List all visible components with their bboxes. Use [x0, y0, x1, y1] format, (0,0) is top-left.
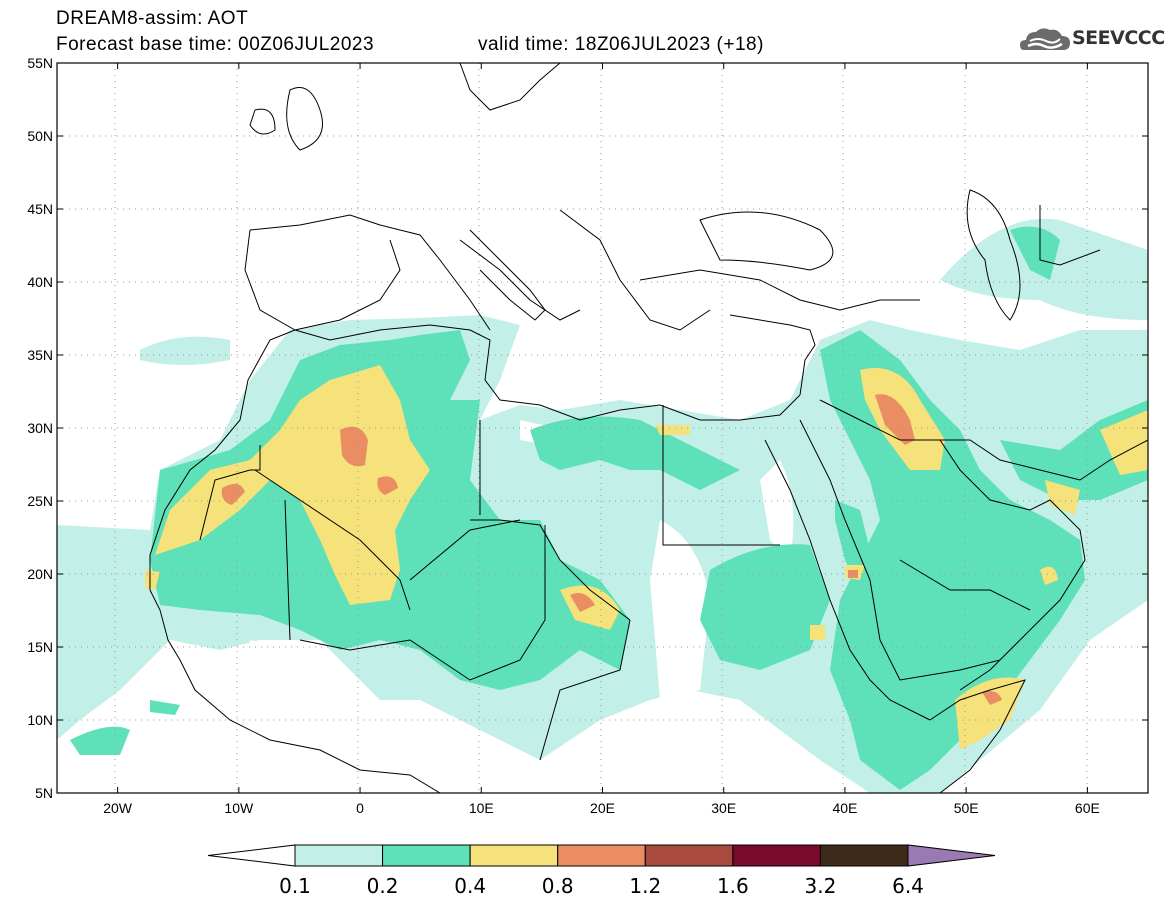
- longitude-labels: 20W 10W 0 10E 20E 30E 40E 50E 60E: [103, 800, 1100, 816]
- colorbar-label: 0.4: [454, 874, 486, 898]
- lat-label: 35N: [27, 347, 53, 363]
- colorbar-box: [382, 844, 471, 867]
- colorbar-label: 0.8: [542, 874, 574, 898]
- cloud-logo-icon: [1020, 28, 1070, 50]
- lat-label: 20N: [27, 566, 53, 582]
- colorbar-label: 0.2: [367, 874, 399, 898]
- lon-label: 10E: [469, 800, 494, 816]
- colorbar-label: 3.2: [805, 874, 837, 898]
- lon-label: 50E: [954, 800, 979, 816]
- colorbar-under-arrow: [207, 844, 296, 867]
- colorbar-label: 1.2: [629, 874, 661, 898]
- lat-label: 15N: [27, 639, 53, 655]
- aot-fields: [57, 218, 1148, 793]
- lon-label: 20W: [103, 800, 133, 816]
- coastlines: [149, 63, 1148, 793]
- colorbar-box: [819, 844, 909, 867]
- logo-text: SEEVCCC: [1072, 27, 1165, 49]
- lat-label: 50N: [27, 128, 53, 144]
- lat-label: 45N: [27, 201, 53, 217]
- lon-label: 20E: [590, 800, 615, 816]
- lat-label: 5N: [35, 785, 53, 801]
- colorbar-label: 6.4: [892, 874, 924, 898]
- colorbar-box: [469, 844, 559, 867]
- latitude-labels: 55N 50N 45N 40N 35N 30N 25N 20N 15N 10N 5N: [27, 55, 53, 801]
- colorbar-label: 1.6: [717, 874, 749, 898]
- lat-label: 25N: [27, 493, 53, 509]
- colorbar-label: 0.1: [279, 874, 311, 898]
- lon-label: 60E: [1075, 800, 1100, 816]
- valid-time: valid time: 18Z06JUL2023 (+18): [478, 34, 764, 55]
- axis-ticks: [57, 62, 1148, 794]
- forecast-base-time: Forecast base time: 00Z06JUL2023: [56, 34, 375, 55]
- lat-label: 40N: [27, 274, 53, 290]
- model-title: DREAM8-assim: AOT: [56, 8, 249, 29]
- lon-label: 0: [356, 800, 364, 816]
- colorbar-over-arrow: [907, 844, 996, 867]
- colorbar: 0.1 0.2 0.4 0.8 1.2 1.6 3.2 6.4: [207, 844, 996, 898]
- lat-label: 30N: [27, 420, 53, 436]
- colorbar-box: [732, 844, 821, 867]
- colorbar-box: [644, 844, 734, 867]
- lon-label: 10W: [224, 800, 254, 816]
- lat-label: 10N: [27, 712, 53, 728]
- lon-label: 30E: [711, 800, 736, 816]
- colorbar-box: [294, 844, 384, 867]
- colorbar-box: [557, 844, 646, 867]
- lat-label: 55N: [27, 55, 53, 71]
- lon-label: 40E: [832, 800, 857, 816]
